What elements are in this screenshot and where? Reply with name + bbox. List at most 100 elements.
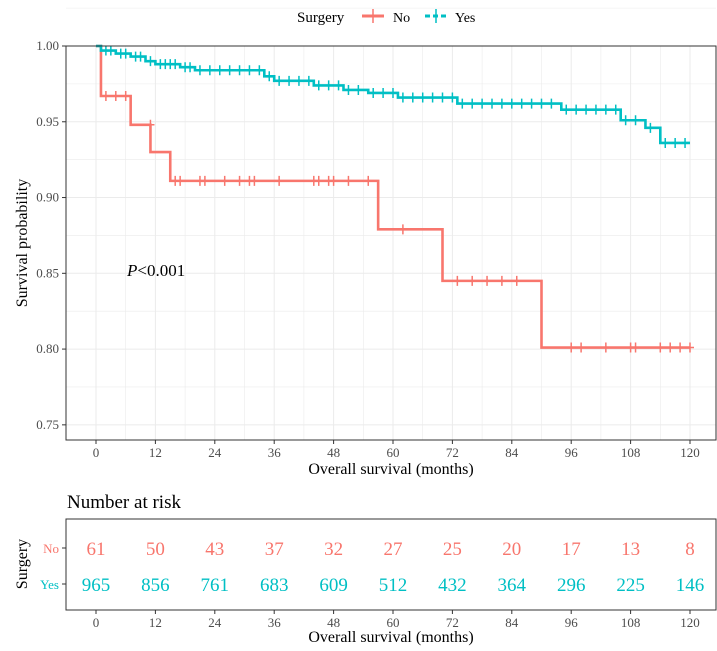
risk-count-no: 27 — [384, 539, 403, 560]
censor-mark-yes — [106, 45, 115, 56]
x-tick-label: 72 — [446, 445, 459, 460]
risk-count-yes: 609 — [319, 575, 348, 596]
censor-mark-yes — [537, 98, 546, 109]
x-tick-label: 12 — [149, 445, 162, 460]
censor-mark-yes — [428, 92, 437, 103]
x-tick-label: 108 — [621, 445, 641, 460]
risk-table-title: Number at risk — [67, 492, 181, 513]
censor-mark-yes — [255, 65, 264, 76]
censor-mark-yes — [646, 122, 655, 133]
censor-mark-yes — [497, 98, 506, 109]
censor-mark-yes — [601, 104, 610, 115]
censor-mark-no — [220, 175, 229, 186]
risk-x-tick-label: 96 — [565, 615, 579, 630]
censor-mark-yes — [389, 87, 397, 98]
censor-mark-yes — [438, 92, 447, 103]
risk-count-yes: 364 — [498, 575, 527, 596]
censor-mark-no — [567, 342, 576, 353]
censor-mark-yes — [517, 98, 526, 109]
gridlines — [66, 7, 716, 440]
censor-mark-yes — [369, 87, 378, 98]
censor-mark-yes — [235, 65, 244, 76]
x-axis-ticks: 0 12 24 36 48 60 72 84 96 108 120 — [93, 440, 700, 460]
censor-mark-yes — [611, 104, 620, 115]
censor-mark-no — [121, 91, 130, 102]
legend-label-no: No — [393, 11, 410, 26]
risk-count-no: 32 — [324, 539, 343, 560]
risk-rows: No 61 50 43 37 32 27 25 20 17 13 8 Yes 965 856 761 683 60… — [40, 539, 704, 596]
y-tick-label: 0.95 — [36, 114, 59, 129]
censor-mark-no — [314, 175, 323, 186]
censor-mark-no — [200, 175, 209, 186]
risk-x-tick-label: 24 — [208, 615, 222, 630]
censor-mark-yes — [621, 115, 630, 126]
censor-mark-yes — [354, 84, 363, 95]
y-tick-label: 0.85 — [36, 265, 59, 280]
risk-count-yes: 432 — [438, 575, 467, 596]
censor-mark-yes — [507, 98, 516, 109]
censor-mark-yes — [671, 137, 680, 148]
censor-mark-no — [250, 175, 259, 186]
censor-mark-yes — [225, 65, 234, 76]
risk-table-border — [65, 518, 717, 611]
risk-count-no: 61 — [87, 539, 106, 560]
censor-mark-no — [601, 342, 610, 353]
risk-x-tick-label: 48 — [327, 615, 340, 630]
censor-mark-yes — [562, 104, 571, 115]
censor-mark-yes — [547, 98, 556, 109]
censor-mark-no — [686, 342, 694, 353]
risk-table: Number at risk No 61 50 43 37 32 27 25 20 17 13 8 Ye… — [14, 492, 717, 646]
risk-x-tick-label: 120 — [680, 615, 700, 630]
risk-x-tick-label: 72 — [446, 615, 459, 630]
risk-count-no: 50 — [146, 539, 165, 560]
censor-mark-yes — [448, 92, 457, 103]
p-value-annotation: P<0.001 — [126, 261, 185, 280]
censor-mark-yes — [205, 65, 214, 76]
x-tick-label: 48 — [327, 445, 340, 460]
censor-mark-no — [235, 175, 244, 186]
x-tick-label: 96 — [565, 445, 579, 460]
censor-mark-yes — [146, 56, 155, 67]
risk-x-tick-label: 108 — [621, 615, 641, 630]
plot-border — [65, 45, 717, 441]
censor-mark-no — [577, 342, 586, 353]
risk-x-axis-label: Overall survival (months) — [308, 629, 473, 646]
risk-count-yes: 225 — [616, 575, 645, 596]
censor-mark-yes — [418, 92, 427, 103]
legend: Surgery No Yes — [297, 9, 475, 26]
censor-mark-yes — [379, 87, 388, 98]
censor-mark-yes — [215, 65, 224, 76]
censor-mark-yes — [478, 98, 487, 109]
censor-mark-yes — [121, 48, 130, 59]
y-tick-label: 0.80 — [36, 341, 59, 356]
censor-mark-no — [398, 224, 407, 235]
x-tick-label: 24 — [208, 445, 222, 460]
censor-mark-yes — [468, 98, 477, 109]
censor-mark-no — [344, 175, 353, 186]
y-tick-label: 0.90 — [36, 190, 59, 205]
censor-mark-yes — [186, 62, 195, 73]
censor-mark-no — [676, 342, 685, 353]
censor-mark-yes — [488, 98, 496, 109]
y-tick-label: 1.00 — [36, 38, 59, 53]
censor-mark-no — [111, 91, 120, 102]
risk-count-no: 17 — [562, 539, 581, 560]
censor-mark-yes — [334, 80, 343, 91]
risk-count-yes: 965 — [82, 575, 111, 596]
legend-title: Surgery — [297, 10, 345, 26]
risk-x-tick-label: 60 — [387, 615, 400, 630]
censor-mark-no — [631, 342, 640, 353]
risk-row-label-yes: Yes — [40, 577, 59, 592]
censor-mark-yes — [136, 51, 145, 62]
risk-row-label-no: No — [43, 541, 59, 556]
censor-mark-yes — [408, 92, 417, 103]
risk-count-yes: 512 — [379, 575, 408, 596]
risk-count-yes: 683 — [260, 575, 289, 596]
censor-mark-yes — [265, 71, 274, 82]
risk-count-yes: 296 — [557, 575, 586, 596]
risk-count-no: 8 — [685, 539, 695, 560]
censor-mark-yes — [275, 75, 284, 86]
x-tick-label: 0 — [93, 445, 100, 460]
censor-mark-no — [468, 275, 477, 286]
legend-label-yes: Yes — [455, 11, 475, 26]
